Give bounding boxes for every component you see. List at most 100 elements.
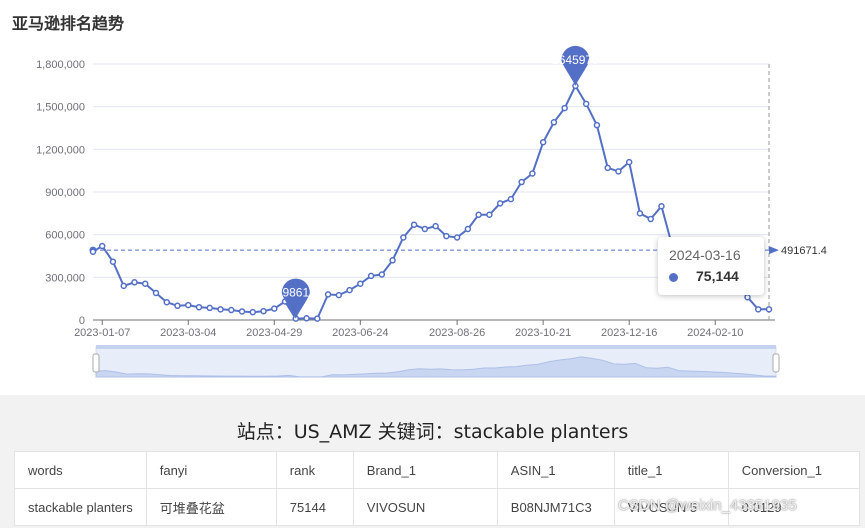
data-point [238,308,246,315]
data-point [314,315,321,322]
data-point [625,158,633,166]
data-point [152,289,160,297]
x-tick-label: 2023-10-21 [515,327,571,339]
min-marker-label: 9861 [282,286,309,300]
x-tick-label: 2023-06-24 [332,327,388,339]
data-point [249,308,257,316]
data-point [582,100,590,108]
data-point [303,315,310,322]
data-point [324,291,332,298]
column-header: fanyi [145,451,277,489]
table-cell: VIVOSUN [352,488,498,526]
data-point [421,225,429,233]
keyword-table: words fanyi rank Brand_1 ASIN_1 title_1 … [14,451,860,526]
tooltip-series-dot-icon [669,273,678,282]
table-row: stackable planters 可堆叠花盆 75144 VIVOSUN B… [14,488,860,526]
x-tick-label: 2023-04-29 [246,327,302,339]
x-tick-label: 2023-01-07 [74,327,130,339]
y-tick-label: 300,000 [45,272,85,284]
data-point [453,234,461,241]
x-tick-label: 2024-02-10 [687,327,743,339]
y-tick-label: 1,500,000 [36,102,85,114]
y-tick-label: 0 [79,315,85,327]
data-point [496,200,504,207]
y-tick-label: 1,800,000 [36,59,85,71]
column-header: rank [275,451,354,489]
data-point [195,303,203,311]
min-marker-pin-icon [281,278,310,319]
data-point [647,215,654,223]
data-point [615,168,622,175]
column-header: Brand_1 [352,451,498,489]
datazoom-top-bar [96,345,776,349]
chart-tooltip: 2024-03-16 75,144 [658,237,764,295]
rank-trend-chart[interactable]: 0 300,000 600,000 900,000 1,200,000 1,500,000… [0,0,865,395]
column-header: words [14,451,147,489]
column-header: title_1 [613,451,729,489]
average-line-arrow-icon [769,246,779,255]
data-point [507,195,515,203]
data-point [604,164,611,172]
average-line-label: 491671.4 [781,245,827,257]
data-point [346,286,353,294]
datazoom-right-handle-icon [772,353,780,373]
data-point [89,248,97,255]
watermark: CSDN @weixin_43351935 [618,497,797,514]
data-point [217,306,224,313]
table-cell: 75144 [275,488,354,526]
data-point [529,170,536,177]
data-point [432,222,439,230]
info-panel: 站点：US_AMZ 关键词：stackable planters words f… [0,395,865,528]
chart-panel: 亚马逊排名趋势 0 300,000 600,000 900,000 1,200,000 1… [0,0,865,395]
data-point [109,258,117,265]
data-point [765,306,773,313]
data-point [539,138,547,146]
y-tick-label: 600,000 [45,230,85,242]
x-tick-label: 2023-08-26 [429,327,485,339]
x-tick-label: 2023-12-16 [601,327,657,339]
data-point [389,257,396,264]
table-header-row: words fanyi rank Brand_1 ASIN_1 title_1 … [14,451,860,489]
y-tick-label: 1,200,000 [36,144,85,156]
data-point [464,225,472,233]
tooltip-value: 75,144 [696,268,739,284]
data-point [141,280,149,287]
data-point [335,291,343,299]
page-title: 亚马逊排名趋势 [12,14,125,33]
data-point [98,242,106,250]
data-point [658,202,665,210]
column-header: Conversion_1 [727,451,860,489]
max-marker-label: 1645975 [552,53,599,67]
y-tick-label: 900,000 [45,187,85,199]
keyword-subtitle: 站点：US_AMZ 关键词：stackable planters [236,421,629,443]
data-point [131,279,138,286]
data-point [561,104,568,112]
data-point [744,293,751,301]
data-point [400,234,407,241]
data-point [260,307,267,315]
data-point [410,221,418,228]
data-point [475,211,482,219]
data-point [443,232,450,240]
table-cell: VIVOSUN 5 [613,488,729,526]
max-marker-pin-icon [561,45,590,86]
x-tick-label: 2023-03-04 [160,327,216,339]
data-point [378,271,386,278]
data-point [185,301,192,309]
tooltip-date: 2024-03-16 [669,247,741,263]
data-point [174,302,181,310]
data-point [550,119,558,126]
column-header: ASIN_1 [496,451,615,489]
data-point [271,305,278,312]
table-cell: stackable planters [14,488,147,526]
data-point [518,178,525,186]
datazoom-left-handle-icon [92,353,100,373]
data-point [228,306,235,314]
table-cell: 可堆叠花盆 [145,488,277,526]
data-point [120,282,127,290]
series-line [92,83,769,320]
data-point [367,272,375,280]
table-cell: 0.0129 [727,488,860,526]
data-point [636,210,644,217]
data-point [754,306,762,313]
